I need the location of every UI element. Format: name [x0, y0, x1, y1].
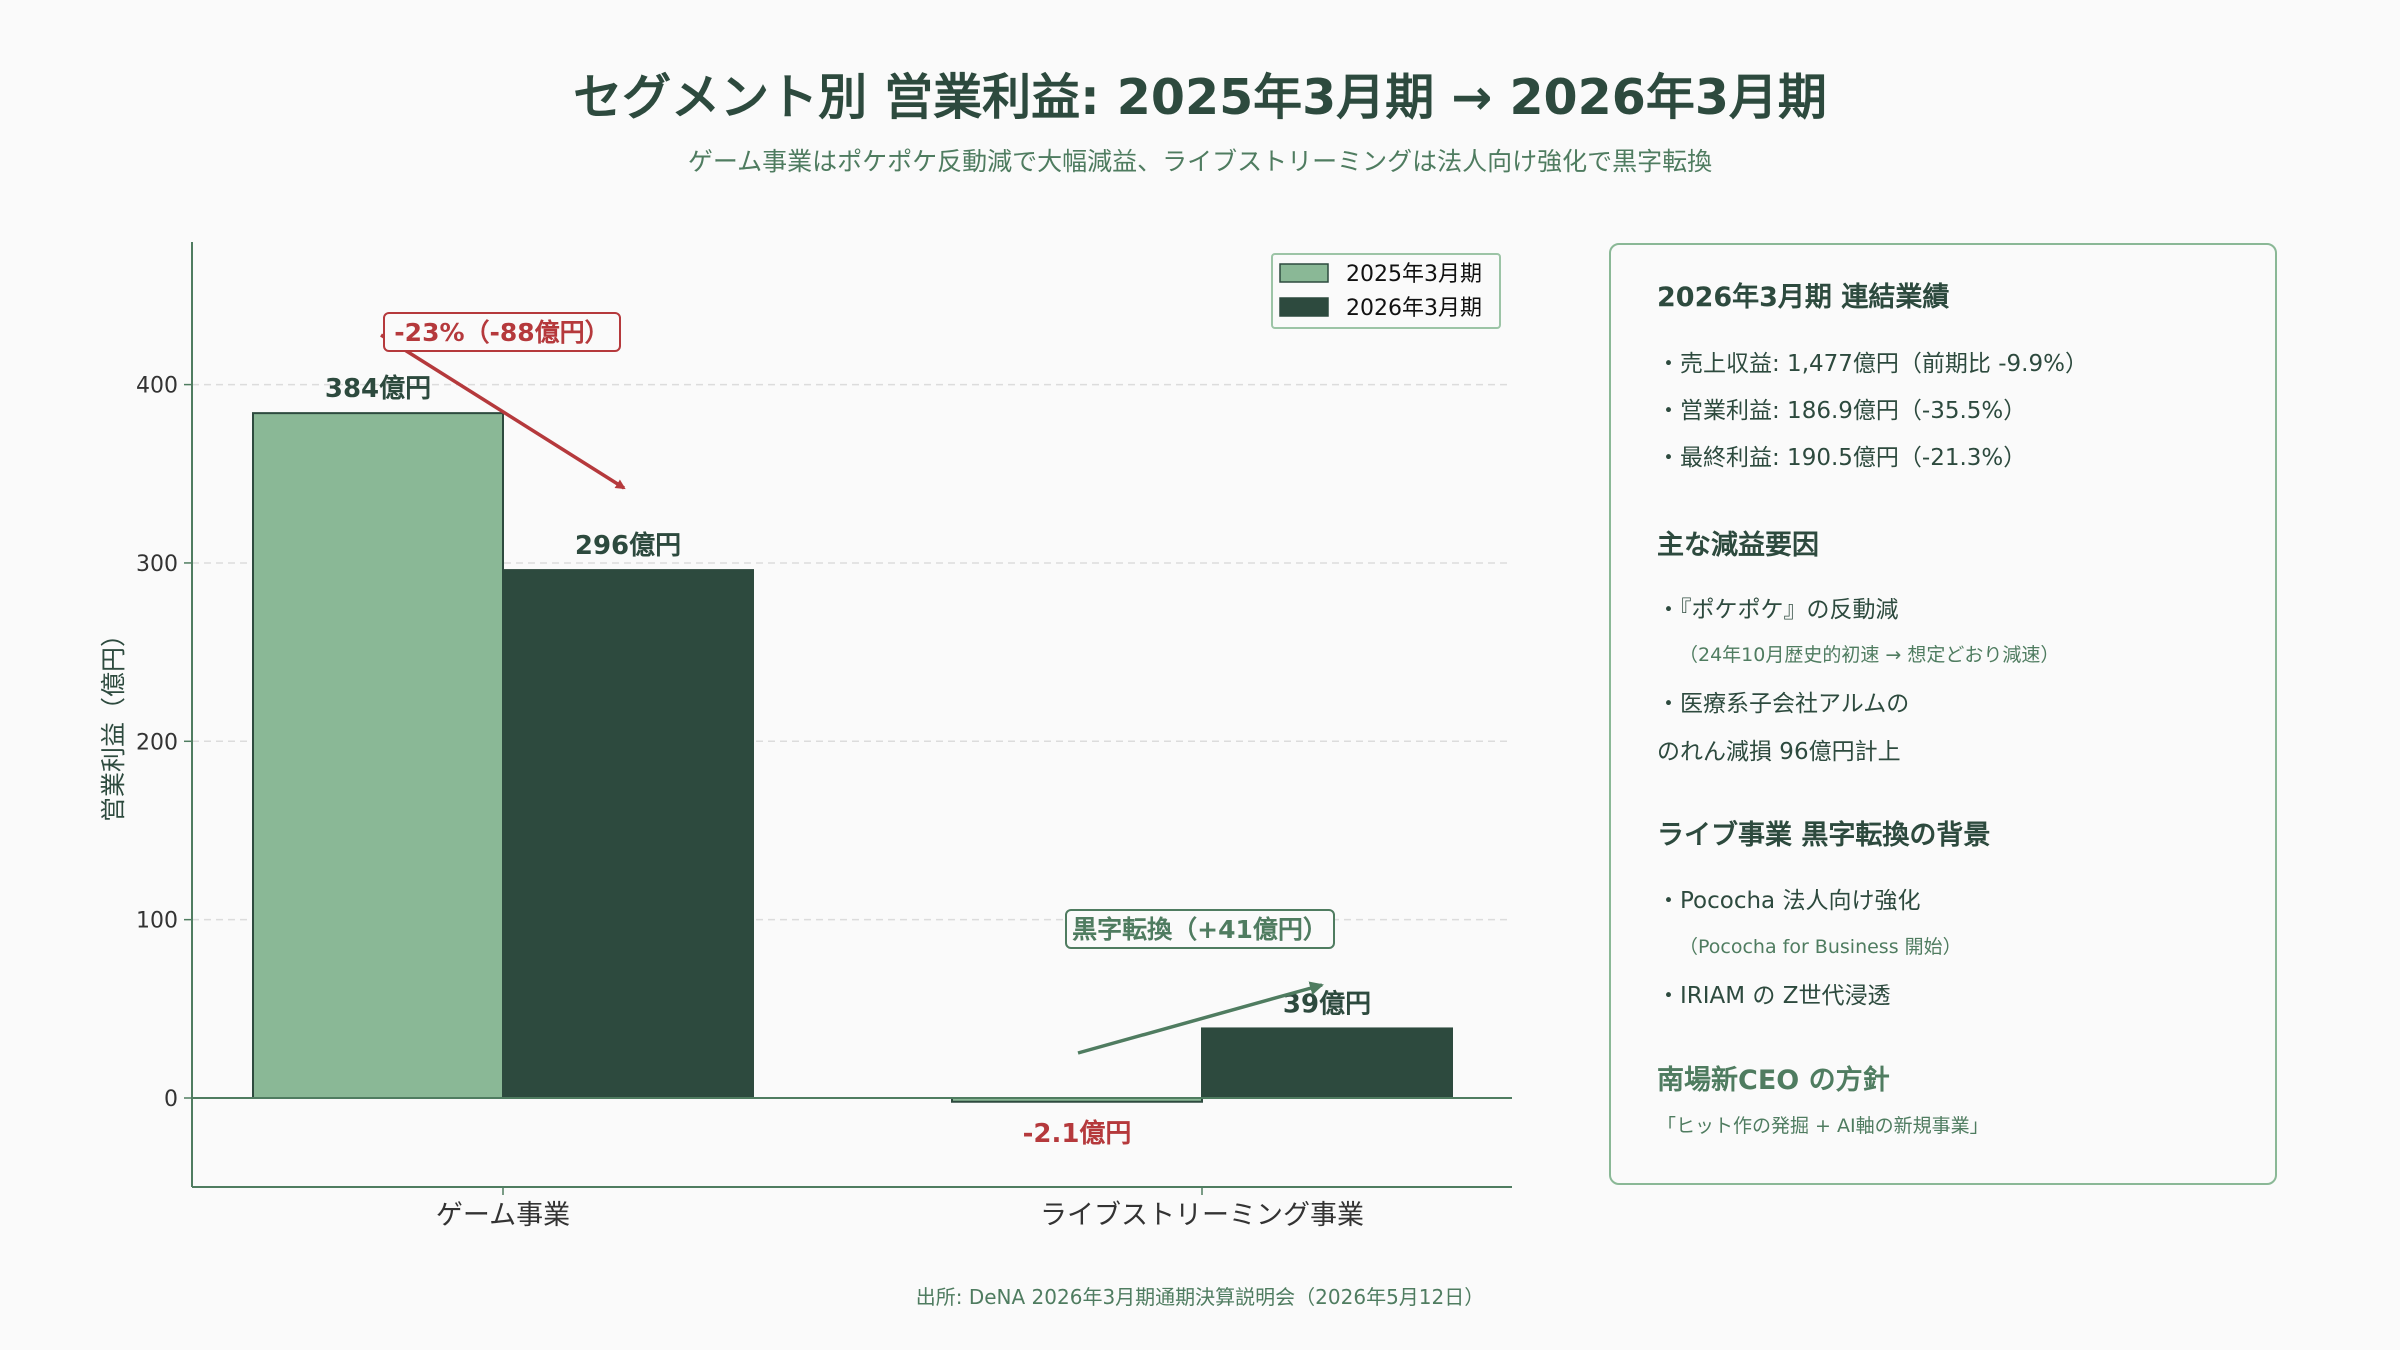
bar-0-0	[252, 412, 504, 1099]
x-tick-label: ゲーム事業	[436, 1200, 570, 1231]
decline-callout-box	[383, 312, 621, 352]
y-tick-label: 200	[136, 730, 178, 755]
source-note: 出所: DeNA 2026年3月期通期決算説明会（2026年5月12日）	[915, 1285, 1485, 1309]
legend-label: 2025年3月期	[1346, 262, 1482, 287]
decline-arrow	[380, 333, 626, 490]
result-net-profit: ・最終利益: 190.5億円（-21.3%）	[1657, 445, 2027, 471]
legend-swatch	[1279, 297, 1329, 317]
y-tick-label: 100	[136, 909, 178, 934]
result-operating-profit: ・営業利益: 186.9億円（-35.5%）	[1657, 398, 2027, 424]
factor-allm-line1: ・医療系子会社アルムの	[1657, 691, 1910, 717]
turnaround-callout-text: 黒字転換（+41億円）	[1072, 915, 1328, 944]
bar-0-1	[502, 569, 754, 1099]
y-tick-label: 300	[136, 552, 178, 577]
turnaround-callout-box	[1065, 909, 1335, 949]
y-tick-label: 0	[164, 1087, 178, 1112]
y-tick-label: 400	[136, 374, 178, 399]
live-pococha: ・Pococha 法人向け強化	[1657, 888, 1921, 914]
legend-swatch	[1279, 263, 1329, 283]
live-pococha-note: （Pococha for Business 開始）	[1679, 936, 1962, 958]
value-label: 296億円	[575, 531, 681, 561]
legend-label: 2026年3月期	[1346, 296, 1482, 321]
value-label: 384億円	[325, 374, 431, 404]
value-label: 39億円	[1283, 989, 1371, 1019]
turnaround-arrow	[1077, 981, 1324, 1055]
value-label: -2.1億円	[1023, 1119, 1132, 1149]
factor-pokepoke-note: （24年10月歴史的初速 → 想定どおり減速）	[1679, 644, 2060, 666]
ceo-policy: 「ヒット作の発掘 + AI軸の新規事業」	[1657, 1115, 1989, 1137]
legend-box	[1271, 253, 1501, 329]
result-revenue: ・売上収益: 1,477億円（前期比 -9.9%）	[1657, 351, 2088, 377]
chart-subtitle: ゲーム事業はポケポケ反動減で大幅減益、ライブストリーミングは法人向け強化で黒字転…	[687, 147, 1713, 176]
panel-heading-live: ライブ事業 黒字転換の背景	[1657, 820, 1991, 851]
y-axis-label: 営業利益（億円）	[99, 622, 128, 822]
panel-heading-ceo: 南場新CEO の方針	[1657, 1065, 1890, 1096]
chart-title: セグメント別 営業利益: 2025年3月期 → 2026年3月期	[573, 69, 1827, 126]
factor-allm-line2: のれん減損 96億円計上	[1657, 739, 1901, 765]
bar-1-1	[1201, 1027, 1453, 1099]
summary-panel: 2026年3月期 連結業績 ・売上収益: 1,477億円（前期比 -9.9%） …	[1609, 243, 2277, 1185]
live-iriam: ・IRIAM の Z世代浸透	[1657, 983, 1891, 1009]
panel-heading-results: 2026年3月期 連結業績	[1657, 282, 1950, 313]
factor-pokepoke: ・『ポケポケ』の反動減	[1657, 597, 1899, 623]
decline-callout-text: -23%（-88億円）	[394, 318, 609, 347]
panel-heading-factors: 主な減益要因	[1657, 530, 1819, 561]
x-tick-label: ライブストリーミング事業	[1040, 1200, 1364, 1231]
